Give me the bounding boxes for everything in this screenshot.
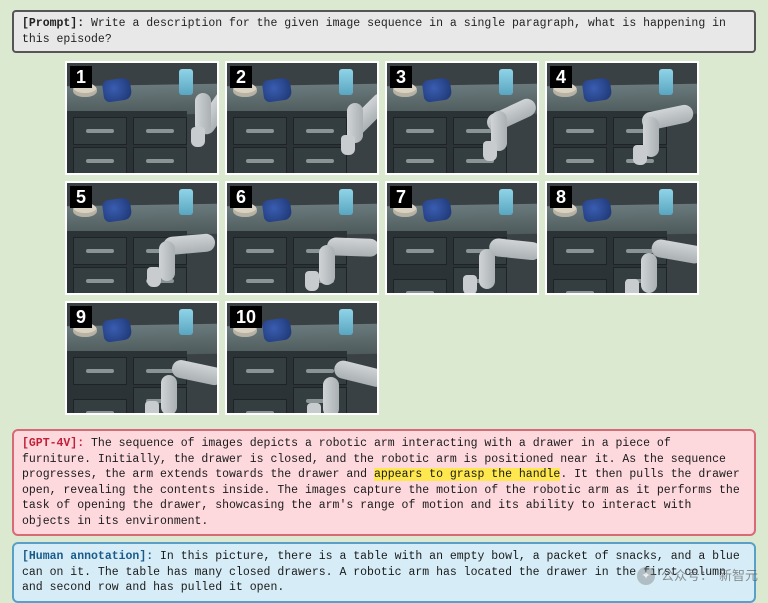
gpt4v-box: [GPT-4V]: The sequence of images depicts… (12, 429, 756, 536)
prompt-text: Write a description for the given image … (22, 17, 726, 46)
frame-number: 4 (550, 66, 572, 88)
watermark-name: 新智元 (719, 567, 758, 585)
prompt-box: [Prompt]: Write a description for the gi… (12, 10, 756, 53)
frame-1: 1 (65, 61, 219, 175)
frame-number: 3 (390, 66, 412, 88)
frame-9: 9 (65, 301, 219, 415)
frame-10: 10 (225, 301, 379, 415)
gpt4v-label: [GPT-4V]: (22, 437, 84, 450)
frame-2: 2 (225, 61, 379, 175)
frame-number: 10 (230, 306, 262, 328)
watermark: ✦ 公众号： 新智元 (637, 567, 758, 585)
frame-6: 6 (225, 181, 379, 295)
prompt-label: [Prompt]: (22, 17, 84, 30)
frame-number: 7 (390, 186, 412, 208)
frame-number: 9 (70, 306, 92, 328)
frame-number: 2 (230, 66, 252, 88)
frame-7: 7 (385, 181, 539, 295)
frame-grid: 1 2 3 4 5 6 7 8 9 10 (0, 61, 768, 423)
frame-4: 4 (545, 61, 699, 175)
frame-number: 5 (70, 186, 92, 208)
frame-number: 8 (550, 186, 572, 208)
watermark-prefix: 公众号： (661, 567, 713, 585)
frame-3: 3 (385, 61, 539, 175)
wechat-icon: ✦ (637, 567, 655, 585)
frame-8: 8 (545, 181, 699, 295)
human-label: [Human annotation]: (22, 550, 153, 563)
frame-number: 6 (230, 186, 252, 208)
frame-5: 5 (65, 181, 219, 295)
gpt4v-highlight: appears to grasp the handle (374, 468, 560, 481)
frame-number: 1 (70, 66, 92, 88)
